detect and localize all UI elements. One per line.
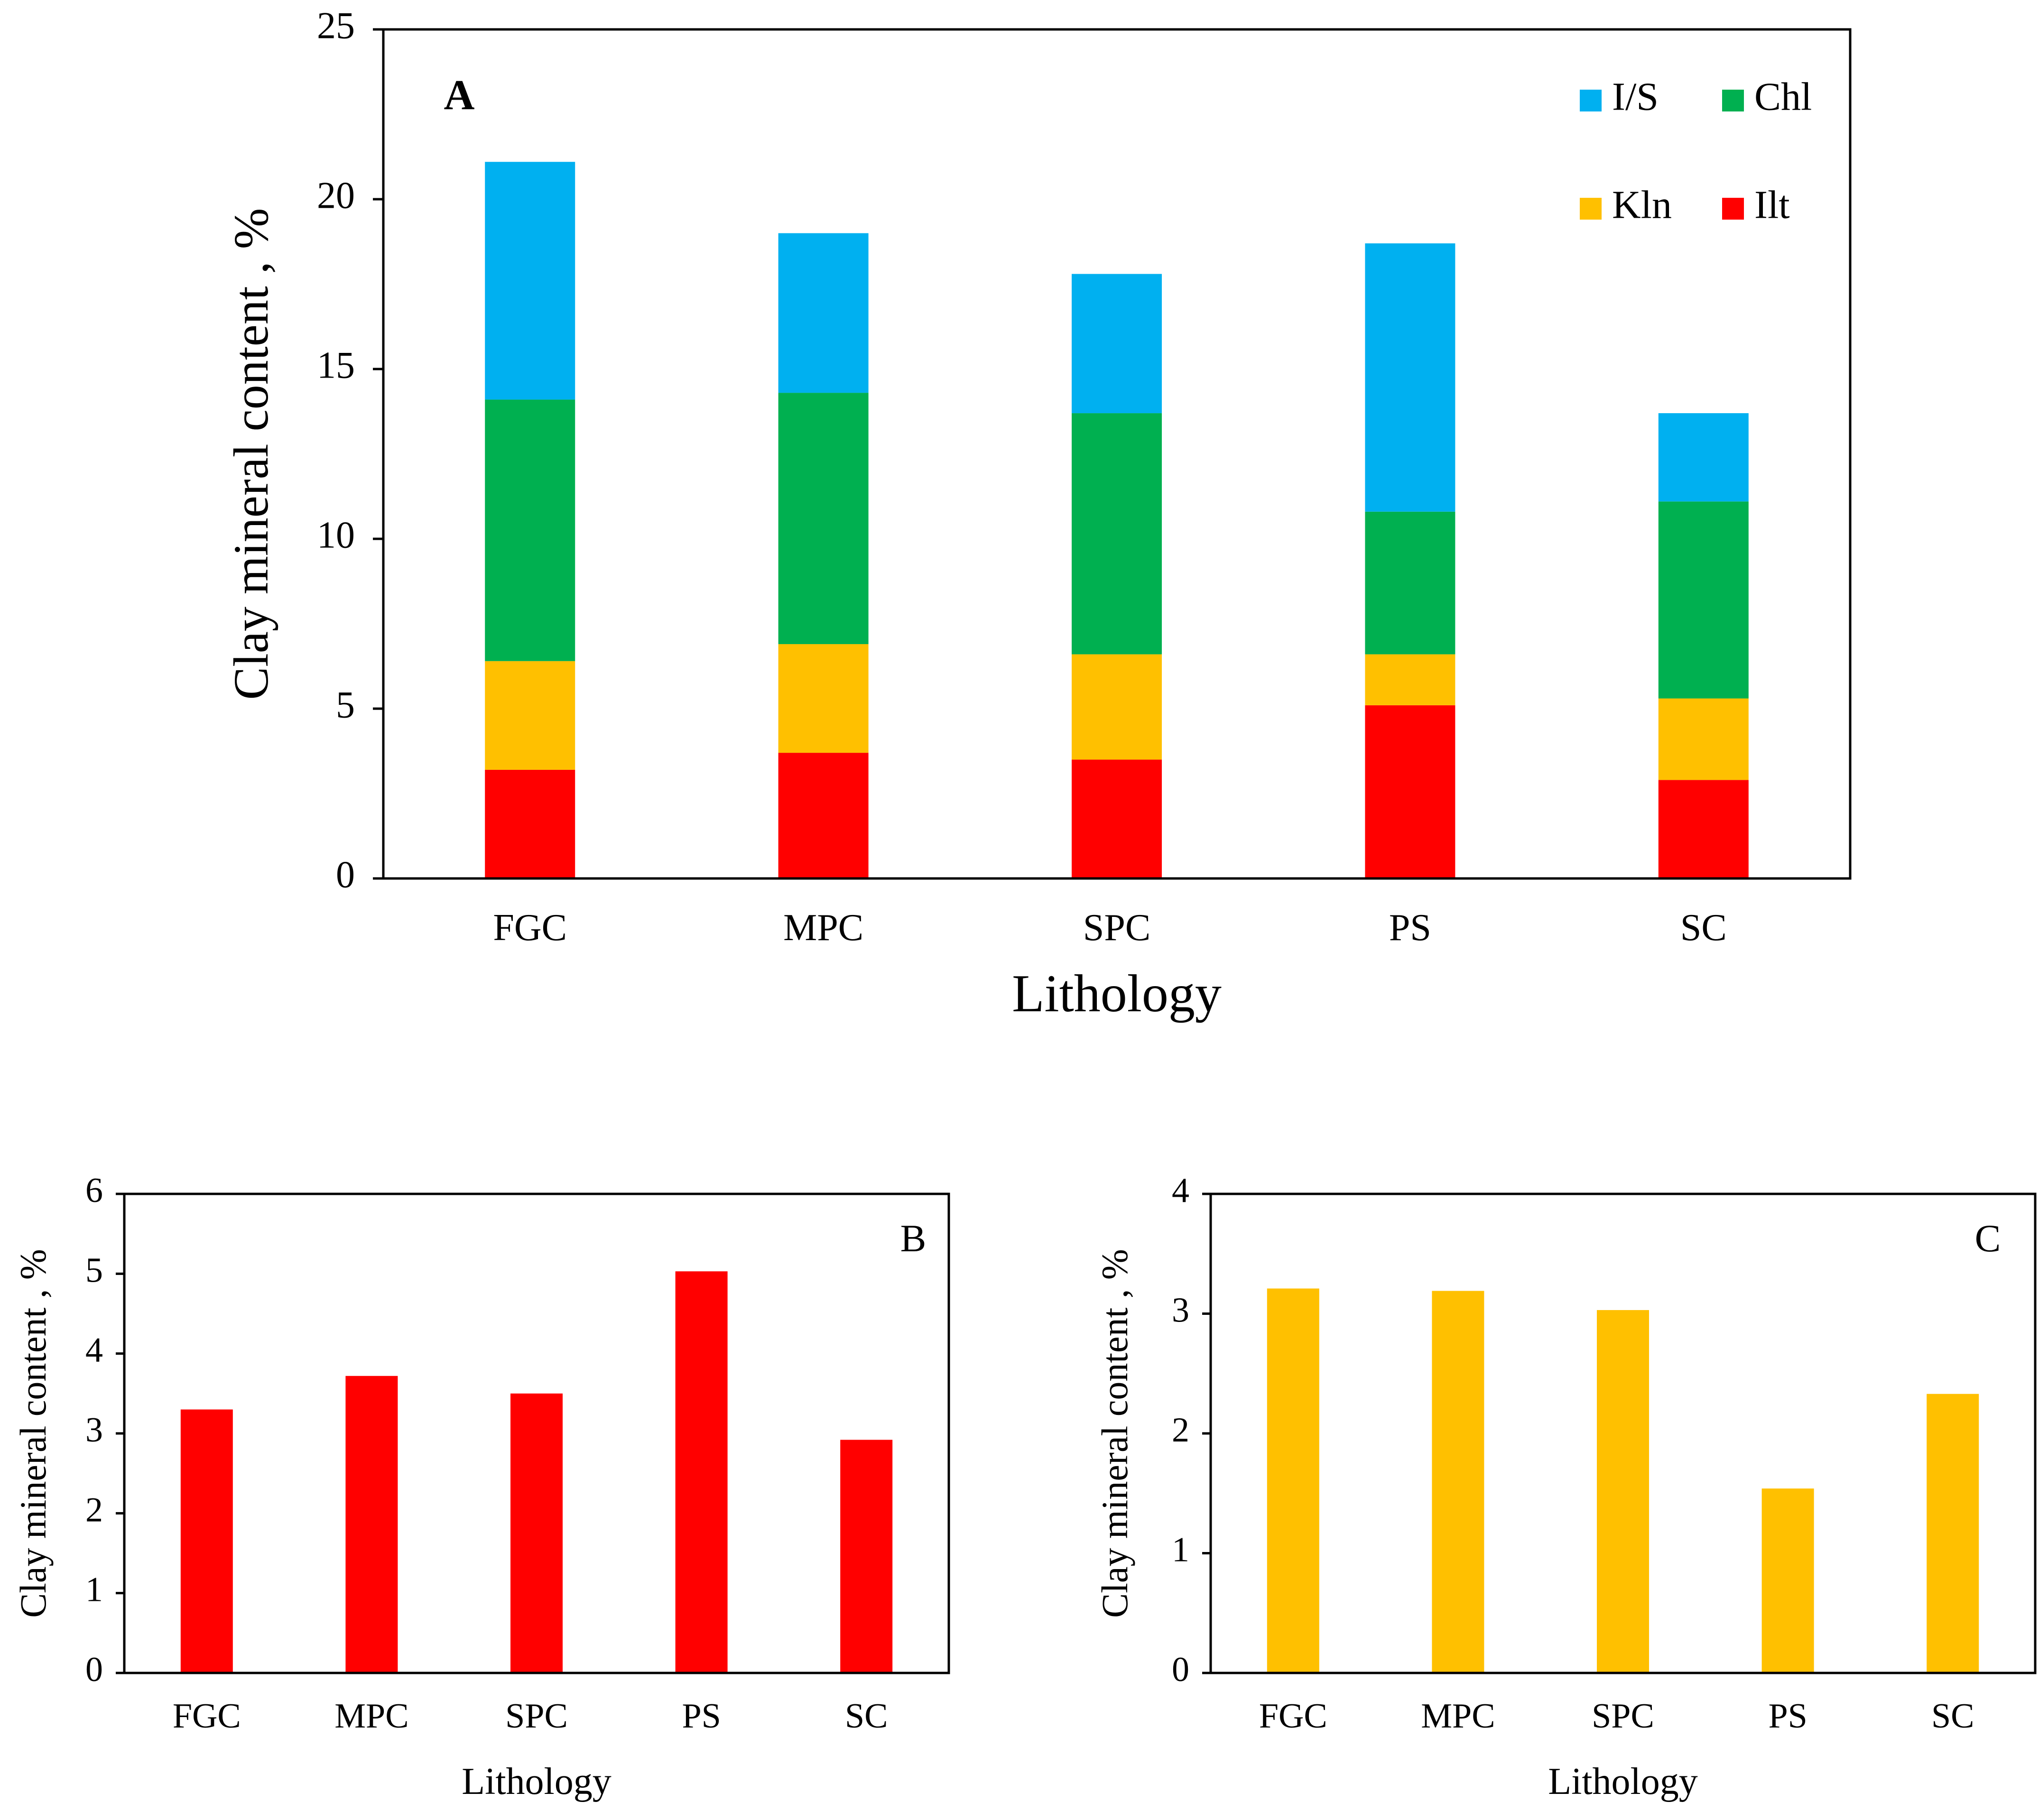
bar-chl-ps — [1365, 511, 1455, 655]
y-tick-label: 0 — [1172, 1650, 1189, 1689]
bar-chl-fgc — [485, 399, 575, 661]
y-tick-label: 4 — [1172, 1171, 1189, 1210]
y-tick-label: 4 — [85, 1331, 103, 1370]
bar-ilt-mpc — [345, 1376, 398, 1673]
y-tick-label: 0 — [336, 854, 355, 896]
legend-swatch-is — [1580, 90, 1602, 111]
bar-ilt-spc — [1072, 759, 1162, 878]
bar-is-ps — [1365, 243, 1455, 512]
bar-chl-spc — [1072, 413, 1162, 655]
x-tick-label: SPC — [1083, 907, 1150, 949]
y-tick-label: 3 — [85, 1411, 103, 1450]
y-tick-label: 1 — [85, 1571, 103, 1609]
plot-frame — [382, 28, 1852, 880]
bar-kln-sc — [1658, 698, 1749, 780]
bar-ilt-fgc — [180, 1409, 233, 1673]
legend-swatch-ilt — [1722, 198, 1744, 220]
bar-chl-sc — [1658, 501, 1749, 699]
y-tick-label: 0 — [85, 1650, 103, 1689]
bar-is-fgc — [485, 162, 575, 400]
panel-letter: B — [900, 1217, 927, 1260]
panel-letter: A — [444, 72, 475, 119]
x-tick-label: PS — [1768, 1697, 1807, 1736]
bar-kln-ps — [1761, 1488, 1814, 1673]
y-tick-label: 25 — [317, 5, 355, 46]
bar-chl-mpc — [778, 393, 869, 644]
legend-swatch-kln — [1580, 198, 1602, 220]
y-tick-label: 5 — [336, 684, 355, 726]
x-tick-label: PS — [1389, 907, 1431, 949]
bar-is-spc — [1072, 274, 1162, 414]
chart-panel-c: 0 1 2 3 4 FGC MPC SPC PS SC Lithology Clay mineral … — [1094, 1171, 2037, 1802]
x-tick-label: FGC — [1259, 1697, 1327, 1736]
x-tick-label: SC — [845, 1697, 888, 1736]
bar-ilt-ps — [1365, 705, 1455, 878]
x-tick-label: SPC — [505, 1697, 568, 1736]
bar-kln-mpc — [778, 644, 869, 753]
x-tick-label: MPC — [1421, 1697, 1495, 1736]
y-tick-label: 20 — [317, 175, 355, 216]
y-axis-label: Clay mineral content , % — [12, 1249, 54, 1618]
x-tick-label: SC — [1931, 1697, 1974, 1736]
y-axis-label: Clay mineral content , % — [224, 208, 278, 700]
legend-swatch-chl — [1722, 90, 1744, 111]
bar-kln-fgc — [485, 661, 575, 770]
y-tick-label: 5 — [85, 1251, 103, 1290]
x-tick-label: MPC — [334, 1697, 408, 1736]
x-axis-label: Lithology — [462, 1761, 612, 1802]
legend-label-kln: Kln — [1612, 183, 1672, 227]
x-tick-label: FGC — [173, 1697, 241, 1736]
bar-ilt-sc — [840, 1440, 893, 1673]
bar-kln-spc — [1597, 1310, 1649, 1673]
y-tick-label: 3 — [1172, 1291, 1189, 1330]
bar-ilt-sc — [1658, 780, 1749, 878]
y-axis-label: Clay mineral content , % — [1094, 1249, 1135, 1618]
y-tick-label: 15 — [317, 344, 355, 386]
y-tick-label: 1 — [1172, 1530, 1189, 1569]
legend: I/S Chl Kln Ilt — [1580, 74, 1812, 227]
bar-is-sc — [1658, 413, 1749, 502]
bar-ilt-ps — [675, 1271, 728, 1673]
x-tick-label: MPC — [783, 907, 863, 949]
bar-kln-spc — [1072, 654, 1162, 760]
legend-label-ilt: Ilt — [1754, 183, 1790, 227]
y-tick-label: 10 — [317, 514, 355, 556]
bar-is-mpc — [778, 233, 869, 393]
x-tick-label: PS — [682, 1697, 721, 1736]
chart-panel-a: 0 5 10 15 20 25 FGC MPC SPC PS SC Lithology Clay min… — [224, 5, 1852, 1023]
bar-ilt-mpc — [778, 753, 869, 878]
y-tick-label: 2 — [1172, 1411, 1189, 1450]
bar-ilt-fgc — [485, 769, 575, 878]
bar-ilt-spc — [510, 1393, 563, 1673]
panel-letter: C — [1975, 1217, 2001, 1260]
legend-label-chl: Chl — [1754, 74, 1812, 119]
x-axis-label: Lithology — [1548, 1761, 1698, 1802]
legend-label-is: I/S — [1612, 74, 1659, 119]
chart-panel-b: 0 1 2 3 4 5 6 FGC MPC SPC PS SC Lithology Clay minera… — [12, 1171, 950, 1802]
bar-kln-sc — [1927, 1394, 1979, 1673]
x-tick-label: SC — [1680, 907, 1727, 949]
y-tick-label: 2 — [85, 1490, 103, 1529]
x-tick-label: SPC — [1592, 1697, 1654, 1736]
bar-kln-mpc — [1432, 1291, 1484, 1673]
x-axis-label: Lithology — [1012, 964, 1222, 1023]
bar-kln-ps — [1365, 654, 1455, 705]
y-tick-label: 6 — [85, 1171, 103, 1210]
x-tick-label: FGC — [493, 907, 567, 949]
bar-kln-fgc — [1267, 1288, 1319, 1673]
